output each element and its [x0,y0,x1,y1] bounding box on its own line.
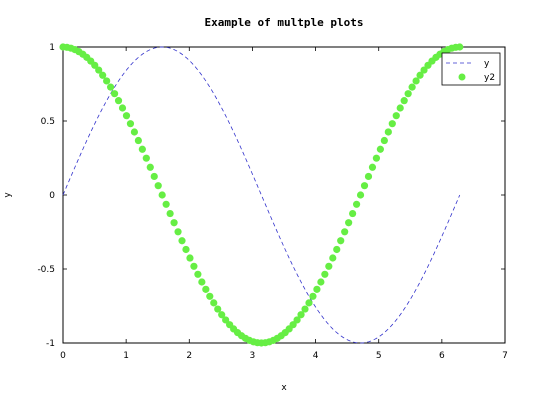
series-point-y2 [400,97,408,105]
series-point-y2 [392,112,400,120]
series-point-y2 [352,200,361,208]
series-point-y2 [210,299,218,307]
series-point-y2 [333,245,341,254]
x-tick-label: 1 [123,351,129,361]
series-point-y2 [158,191,166,199]
series-point-y2 [412,77,420,85]
series-point-y2 [408,83,416,91]
legend-label-y: y [484,59,490,69]
series-point-y2 [150,172,158,181]
series-point-y2 [162,200,170,208]
plot-series [59,43,464,347]
series-point-y2 [186,254,194,262]
series-point-y2 [138,145,146,153]
series-point-y2 [142,154,150,162]
series-point-y2 [91,61,99,69]
series-point-y2 [337,237,345,245]
series-point-y2 [345,219,353,227]
x-tick-label: 5 [376,351,382,361]
series-point-y2 [416,71,424,79]
x-tick-label: 0 [60,351,66,361]
x-axis-label: x [281,383,287,393]
series-point-y2 [456,43,464,51]
series-point-y2 [146,163,154,171]
chart-title: Example of multple plots [205,16,364,29]
series-point-y2 [95,66,103,74]
series-point-y2 [309,292,317,300]
series-point-y2 [202,285,210,293]
x-tick-label: 3 [250,351,256,361]
plot-area [62,46,506,344]
x-tick-label: 6 [439,351,445,361]
series-point-y2 [360,182,369,190]
series-point-y2 [376,145,384,153]
series-point-y2 [305,299,313,307]
y-tick-label: 0.5 [41,117,55,127]
series-point-y2 [368,163,377,171]
series-point-y2 [122,112,131,120]
series-point-y2 [329,254,337,262]
series-point-y2 [99,71,107,79]
series-point-y2 [214,305,222,313]
series-point-y2 [356,191,365,199]
series-point-y2 [194,270,202,278]
legend-swatch-y2 [458,73,466,81]
series-point-y2 [198,278,206,286]
legend-box [441,52,501,86]
series-point-y2 [349,209,357,218]
legend: y y2 [441,52,501,86]
y-tick-label: 0 [49,191,55,201]
x-tick-label: 2 [186,351,192,361]
series-point-y2 [380,136,388,145]
series-point-y2 [126,120,135,128]
series-point-y2 [178,237,186,245]
series-point-y2 [396,104,404,112]
series-point-y2 [372,154,381,162]
series-point-y2 [222,316,230,324]
series-point-y2 [130,128,139,136]
series-point-y2 [114,97,123,105]
series-point-y2 [384,128,392,136]
y-axis-label: y [3,192,13,198]
legend-label-y2: y2 [484,73,495,83]
series-point-y2 [420,66,428,74]
series-point-y2 [182,245,190,254]
series-point-y2 [404,90,412,98]
series-point-y2 [289,321,297,329]
y-tick-label: 1 [49,43,55,53]
series-point-y2 [118,104,127,112]
series-point-y2 [301,305,309,313]
series-point-y2 [317,278,325,286]
series-point-y2 [341,228,349,236]
series-point-y2 [170,219,178,227]
x-tick-label: 7 [502,351,508,361]
series-point-y2 [293,316,301,324]
x-tick-label: 4 [313,351,319,361]
series-point-y2 [388,120,396,128]
series-point-y2 [103,77,111,85]
series-point-y2 [174,228,182,236]
series-point-y2 [313,285,321,293]
y-tick-label: -1 [46,339,55,349]
axis-ticks: 0 1 2 3 4 5 6 7 -1 -0.5 0 0.5 1 [37,43,507,361]
series-point-y2 [321,270,329,278]
series-point-y2 [218,311,226,319]
series-point-y2 [166,209,174,218]
series-point-y2 [364,172,373,181]
series-point-y2 [190,262,198,270]
series-point-y2 [154,182,162,190]
series-point-y2 [206,292,214,300]
y-tick-label: -0.5 [37,265,55,275]
series-point-y2 [107,83,115,91]
series-point-y2 [325,262,333,270]
series-point-y2 [134,136,142,145]
series-point-y2 [110,90,119,98]
series-point-y2 [297,311,305,319]
